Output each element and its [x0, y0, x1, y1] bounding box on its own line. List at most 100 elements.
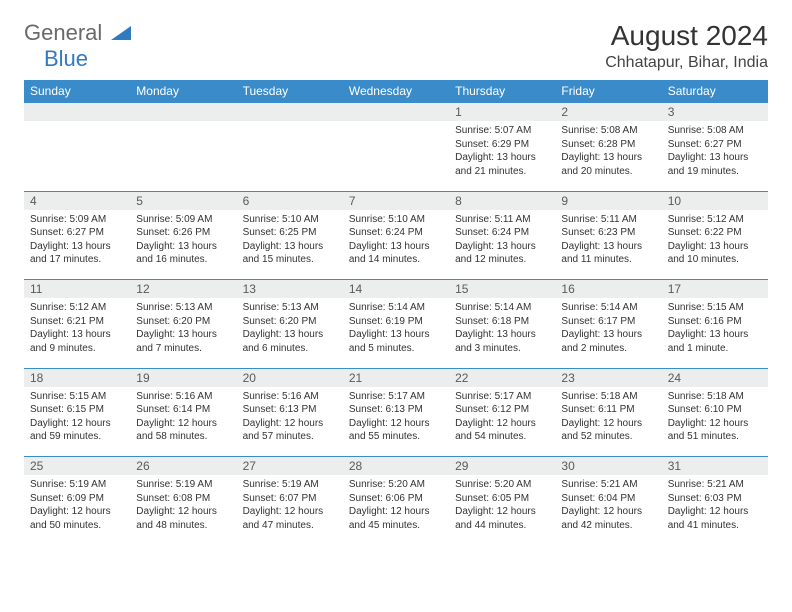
day-content-cell: Sunrise: 5:19 AMSunset: 6:08 PMDaylight:…: [130, 475, 236, 545]
daylight-text-2: and 48 minutes.: [136, 519, 230, 533]
day-number-cell: 15: [449, 280, 555, 299]
day-content-cell: Sunrise: 5:08 AMSunset: 6:28 PMDaylight:…: [555, 121, 661, 191]
day-number-cell: 16: [555, 280, 661, 299]
daylight-text-2: and 45 minutes.: [349, 519, 443, 533]
sunrise-text: Sunrise: 5:08 AM: [561, 124, 655, 138]
day-number-cell: 27: [237, 457, 343, 476]
sunrise-text: Sunrise: 5:10 AM: [243, 213, 337, 227]
sunrise-text: Sunrise: 5:18 AM: [561, 390, 655, 404]
daylight-text-1: Daylight: 13 hours: [561, 328, 655, 342]
daylight-text-1: Daylight: 13 hours: [136, 328, 230, 342]
daylight-text-2: and 7 minutes.: [136, 342, 230, 356]
day-number-cell: 29: [449, 457, 555, 476]
weekday-header: Friday: [555, 80, 661, 103]
day-number-cell: 12: [130, 280, 236, 299]
daylight-text-1: Daylight: 13 hours: [561, 240, 655, 254]
sunset-text: Sunset: 6:27 PM: [668, 138, 762, 152]
daylight-text-1: Daylight: 13 hours: [561, 151, 655, 165]
sunrise-text: Sunrise: 5:07 AM: [455, 124, 549, 138]
daylight-text-1: Daylight: 12 hours: [30, 417, 124, 431]
daylight-text-1: Daylight: 12 hours: [455, 505, 549, 519]
daylight-text-2: and 1 minute.: [668, 342, 762, 356]
sunset-text: Sunset: 6:17 PM: [561, 315, 655, 329]
sunset-text: Sunset: 6:10 PM: [668, 403, 762, 417]
daylight-text-1: Daylight: 12 hours: [243, 417, 337, 431]
sunrise-text: Sunrise: 5:12 AM: [668, 213, 762, 227]
content-row: Sunrise: 5:07 AMSunset: 6:29 PM Daylight:…: [24, 121, 768, 191]
daylight-text-1: Daylight: 13 hours: [136, 240, 230, 254]
sunset-text: Sunset: 6:22 PM: [668, 226, 762, 240]
sunset-text: Sunset: 6:25 PM: [243, 226, 337, 240]
daylight-text-1: Daylight: 13 hours: [349, 240, 443, 254]
daynum-row: 25262728293031: [24, 457, 768, 476]
daylight-text-1: Daylight: 12 hours: [243, 505, 337, 519]
day-content-cell: Sunrise: 5:17 AMSunset: 6:12 PMDaylight:…: [449, 387, 555, 457]
daylight-text-2: and 55 minutes.: [349, 430, 443, 444]
sunset-text: Sunset: 6:11 PM: [561, 403, 655, 417]
sunset-text: Sunset: 6:15 PM: [30, 403, 124, 417]
day-number-cell: 22: [449, 368, 555, 387]
day-content-cell: Sunrise: 5:17 AMSunset: 6:13 PMDaylight:…: [343, 387, 449, 457]
sunrise-text: Sunrise: 5:09 AM: [136, 213, 230, 227]
daylight-text-1: Daylight: 12 hours: [561, 417, 655, 431]
day-number-cell: 14: [343, 280, 449, 299]
day-content-cell: Sunrise: 5:18 AMSunset: 6:10 PMDaylight:…: [662, 387, 768, 457]
sunrise-text: Sunrise: 5:19 AM: [30, 478, 124, 492]
daylight-text-1: Daylight: 13 hours: [243, 328, 337, 342]
weekday-header: Wednesday: [343, 80, 449, 103]
day-content-cell: Sunrise: 5:18 AMSunset: 6:11 PMDaylight:…: [555, 387, 661, 457]
daylight-text-1: Daylight: 13 hours: [668, 151, 762, 165]
calendar-page: General Blue August 2024 Chhatapur, Biha…: [0, 0, 792, 565]
sunrise-text: Sunrise: 5:19 AM: [243, 478, 337, 492]
daylight-text-2: and 42 minutes.: [561, 519, 655, 533]
daylight-text-2: and 47 minutes.: [243, 519, 337, 533]
sunrise-text: Sunrise: 5:19 AM: [136, 478, 230, 492]
logo: General Blue: [24, 20, 131, 72]
sunset-text: Sunset: 6:03 PM: [668, 492, 762, 506]
daylight-text-1: Daylight: 13 hours: [30, 328, 124, 342]
sunrise-text: Sunrise: 5:15 AM: [30, 390, 124, 404]
weekday-header: Tuesday: [237, 80, 343, 103]
day-content-cell: Sunrise: 5:19 AMSunset: 6:09 PMDaylight:…: [24, 475, 130, 545]
day-number-cell: 28: [343, 457, 449, 476]
day-number-cell: 3: [662, 103, 768, 122]
day-number-cell: 10: [662, 191, 768, 210]
day-content-cell: Sunrise: 5:09 AMSunset: 6:27 PMDaylight:…: [24, 210, 130, 280]
day-content-cell: Sunrise: 5:14 AMSunset: 6:19 PMDaylight:…: [343, 298, 449, 368]
daylight-text-2: and 12 minutes.: [455, 253, 549, 267]
day-content-cell: Sunrise: 5:13 AMSunset: 6:20 PMDaylight:…: [130, 298, 236, 368]
daylight-text-2: and 58 minutes.: [136, 430, 230, 444]
daylight-text-1: Daylight: 12 hours: [349, 417, 443, 431]
weekday-header: Thursday: [449, 80, 555, 103]
sunset-text: Sunset: 6:14 PM: [136, 403, 230, 417]
daylight-text-1: Daylight: 12 hours: [349, 505, 443, 519]
sunset-text: Sunset: 6:24 PM: [455, 226, 549, 240]
daylight-text-2: and 3 minutes.: [455, 342, 549, 356]
sunset-text: Sunset: 6:13 PM: [243, 403, 337, 417]
day-number-cell: 13: [237, 280, 343, 299]
sunrise-text: Sunrise: 5:13 AM: [136, 301, 230, 315]
daylight-text-1: Daylight: 12 hours: [455, 417, 549, 431]
day-number-cell: 19: [130, 368, 236, 387]
daylight-text-1: Daylight: 13 hours: [455, 240, 549, 254]
day-content-cell: Sunrise: 5:13 AMSunset: 6:20 PMDaylight:…: [237, 298, 343, 368]
sunrise-text: Sunrise: 5:16 AM: [243, 390, 337, 404]
sunset-text: Sunset: 6:20 PM: [243, 315, 337, 329]
daylight-text-2: and 41 minutes.: [668, 519, 762, 533]
day-content-cell: Sunrise: 5:14 AMSunset: 6:18 PMDaylight:…: [449, 298, 555, 368]
daylight-text-2: and 21 minutes.: [455, 165, 549, 179]
content-row: Sunrise: 5:19 AMSunset: 6:09 PMDaylight:…: [24, 475, 768, 545]
day-content-cell: Sunrise: 5:07 AMSunset: 6:29 PMDaylight:…: [449, 121, 555, 191]
day-content-cell: Sunrise: 5:12 AMSunset: 6:22 PMDaylight:…: [662, 210, 768, 280]
sunset-text: Sunset: 6:08 PM: [136, 492, 230, 506]
sunrise-text: Sunrise: 5:11 AM: [455, 213, 549, 227]
daylight-text-2: and 50 minutes.: [30, 519, 124, 533]
sunset-text: Sunset: 6:29 PM: [455, 138, 549, 152]
sunset-text: Sunset: 6:16 PM: [668, 315, 762, 329]
day-content-cell: Sunrise: 5:11 AMSunset: 6:23 PMDaylight:…: [555, 210, 661, 280]
sunset-text: Sunset: 6:26 PM: [136, 226, 230, 240]
daylight-text-2: and 52 minutes.: [561, 430, 655, 444]
daylight-text-2: and 15 minutes.: [243, 253, 337, 267]
sunrise-text: Sunrise: 5:20 AM: [349, 478, 443, 492]
day-content-cell: Sunrise: 5:14 AMSunset: 6:17 PMDaylight:…: [555, 298, 661, 368]
